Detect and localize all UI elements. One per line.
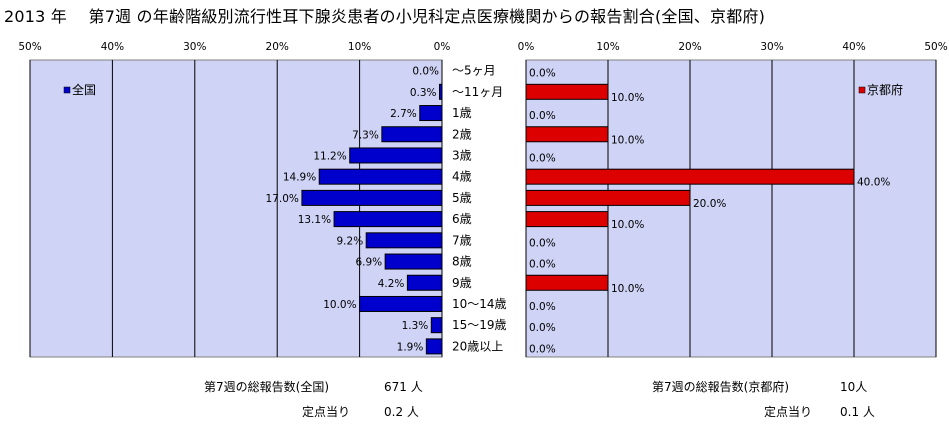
page-title: 2013 年 第7週 の年齢階級別流行性耳下腺炎患者の小児科定点医療機関からの報… — [4, 7, 766, 26]
data-label: 4.2% — [378, 278, 405, 290]
x-tick-label: 30% — [183, 41, 206, 53]
legend-swatch — [858, 86, 866, 94]
bar — [430, 317, 443, 334]
category-label: 5歳 — [452, 191, 472, 205]
data-label: 0.0% — [529, 237, 556, 249]
x-tick-label: 40% — [101, 41, 124, 53]
bar — [525, 211, 609, 228]
x-tick-label: 20% — [678, 41, 701, 53]
kyoto-total-value: 10人 — [840, 380, 868, 394]
data-label: 10.0% — [323, 299, 356, 311]
bar — [359, 295, 443, 312]
data-label: 9.2% — [337, 235, 364, 247]
national-total-value: 671 人 — [384, 380, 423, 394]
data-label: 1.3% — [402, 320, 429, 332]
data-label: 10.0% — [611, 283, 644, 295]
bar — [525, 189, 691, 206]
bar — [333, 211, 443, 228]
data-label: 7.3% — [352, 129, 379, 141]
legend-label: 全国 — [72, 82, 96, 97]
plot-background — [29, 59, 443, 358]
data-label: 0.0% — [529, 110, 556, 122]
bar — [406, 274, 443, 291]
category-label: 7歳 — [452, 233, 472, 247]
legend-label: 京都府 — [867, 82, 903, 97]
data-label: 1.9% — [397, 341, 424, 353]
data-label: 0.0% — [529, 259, 556, 271]
category-label: 10～14歳 — [452, 297, 507, 311]
data-label: 11.2% — [313, 150, 346, 162]
kyoto-chart: 0% 10% 20% 30% 40% 50% 0.0% 10.0% 0.0% 10.0% 0.0% 4… — [518, 41, 948, 358]
national-total-label: 第7週の総報告数(全国) — [204, 380, 329, 394]
category-label: ～5ヶ月 — [452, 64, 496, 78]
national-chart: 50% 40% 30% 20% 10% 0% 0.0% 0.3% 2.7% 7.3% 11.2% 14… — [18, 41, 451, 358]
x-tick-label: 0% — [518, 41, 535, 53]
category-labels: ～5ヶ月 ～11ヶ月 1歳 2歳 3歳 4歳 5歳 6歳 7歳 8歳 9歳 10～14歳 15～19歳 2… — [452, 64, 507, 354]
data-label: 10.0% — [611, 92, 644, 104]
bar — [525, 168, 855, 185]
data-label: 0.0% — [529, 322, 556, 334]
bar — [419, 105, 443, 122]
national-per-site-label: 定点当り — [302, 405, 351, 419]
data-label: 0.0% — [529, 152, 556, 164]
kyoto-per-site-value: 0.1 人 — [840, 405, 875, 419]
kyoto-per-site-label: 定点当り — [764, 405, 813, 419]
bar — [349, 147, 443, 164]
category-label: 1歳 — [452, 106, 472, 120]
national-per-site-value: 0.2 人 — [384, 405, 419, 419]
category-label: 4歳 — [452, 170, 472, 184]
x-tick-label: 50% — [18, 41, 41, 53]
bar — [384, 253, 443, 270]
category-label: 3歳 — [452, 148, 472, 162]
x-tick-label: 40% — [842, 41, 865, 53]
category-label: 15～19歳 — [452, 318, 507, 332]
data-label: 13.1% — [298, 214, 331, 226]
x-tick-label: 0% — [434, 41, 451, 53]
bar — [318, 168, 443, 185]
data-label: 17.0% — [266, 193, 299, 205]
bar — [425, 338, 443, 355]
data-label: 10.0% — [611, 134, 644, 146]
bar — [439, 83, 443, 100]
category-label: 8歳 — [452, 255, 472, 269]
bar — [525, 126, 609, 143]
data-label: 6.9% — [355, 257, 382, 269]
x-tick-label: 10% — [348, 41, 371, 53]
data-label: 20.0% — [693, 198, 726, 210]
data-label: 0.3% — [410, 87, 437, 99]
x-tick-label: 10% — [596, 41, 619, 53]
category-label: 20歳以上 — [452, 339, 503, 353]
category-label: 2歳 — [452, 127, 472, 141]
bar — [365, 232, 443, 249]
data-label: 0.0% — [412, 66, 439, 78]
plot-background — [525, 59, 937, 358]
category-label: 6歳 — [452, 212, 472, 226]
bar — [301, 189, 443, 206]
data-label: 14.9% — [283, 172, 316, 184]
data-label: 0.0% — [529, 301, 556, 313]
data-label: 0.0% — [529, 343, 556, 355]
bar — [381, 126, 443, 143]
x-tick-label: 30% — [760, 41, 783, 53]
category-label: ～11ヶ月 — [452, 85, 503, 99]
category-label: 9歳 — [452, 276, 472, 290]
data-label: 10.0% — [611, 219, 644, 231]
data-label: 40.0% — [857, 177, 890, 189]
x-tick-label: 50% — [924, 41, 947, 53]
data-label: 0.0% — [529, 68, 556, 80]
x-tick-label: 20% — [266, 41, 289, 53]
bar — [525, 83, 609, 100]
kyoto-total-label: 第7週の総報告数(京都府) — [652, 380, 789, 394]
bar — [525, 274, 609, 291]
legend-swatch — [63, 86, 71, 94]
data-label: 2.7% — [390, 108, 417, 120]
